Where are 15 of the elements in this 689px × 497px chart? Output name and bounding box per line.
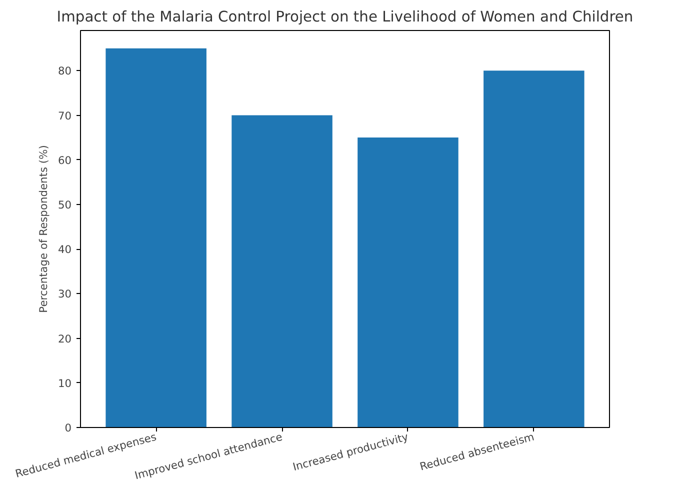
y-tick-label: 40 xyxy=(58,243,72,256)
y-tick-label: 30 xyxy=(58,288,72,301)
y-tick-label: 50 xyxy=(58,198,72,212)
y-tick-label: 70 xyxy=(58,109,72,122)
bar xyxy=(484,70,584,428)
y-tick-label: 60 xyxy=(58,154,72,167)
y-tick-label: 20 xyxy=(58,332,72,346)
y-tick-label: 10 xyxy=(58,376,72,390)
bar xyxy=(358,138,458,428)
chart-title: Impact of the Malaria Control Project on the Livelihood of Women and Children xyxy=(56,8,634,26)
bar xyxy=(232,115,332,428)
y-tick-label: 80 xyxy=(58,64,72,78)
y-tick-label: 0 xyxy=(64,422,72,434)
y-axis-title: Percentage of Respondents (%) xyxy=(36,145,50,313)
bar xyxy=(106,48,206,428)
